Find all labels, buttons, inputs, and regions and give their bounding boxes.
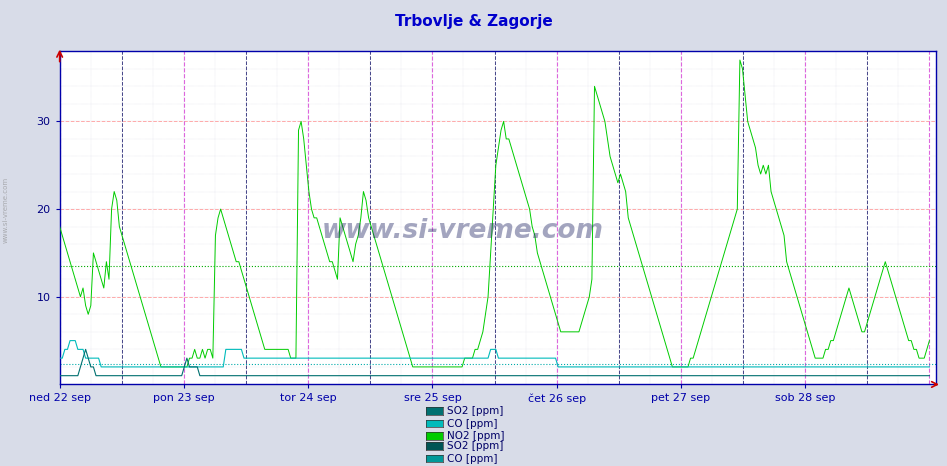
Text: www.si-vreme.com: www.si-vreme.com [322,218,603,244]
Text: CO [ppm]: CO [ppm] [447,453,497,464]
Text: www.si-vreme.com: www.si-vreme.com [3,177,9,243]
Text: NO2 [ppm]: NO2 [ppm] [447,431,505,441]
Text: Trbovlje & Zagorje: Trbovlje & Zagorje [395,14,552,29]
Text: CO [ppm]: CO [ppm] [447,418,497,429]
Text: SO2 [ppm]: SO2 [ppm] [447,406,504,416]
Text: SO2 [ppm]: SO2 [ppm] [447,441,504,451]
